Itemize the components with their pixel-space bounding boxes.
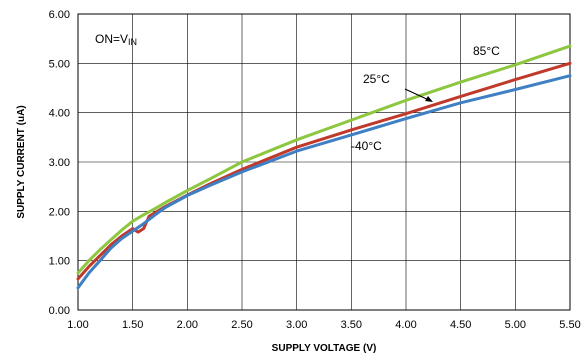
x-tick-label: 1.50 bbox=[122, 319, 143, 331]
y-tick-label: 1.00 bbox=[49, 256, 70, 268]
series-line-0 bbox=[76, 44, 572, 275]
y-tick-label: 3.00 bbox=[49, 157, 70, 169]
x-tick-label: 1.00 bbox=[67, 319, 88, 331]
x-tick-label: 3.50 bbox=[341, 319, 362, 331]
condition-label: ON=VIN bbox=[95, 32, 137, 47]
x-tick-label: 4.50 bbox=[450, 319, 471, 331]
condition-subscript: IN bbox=[128, 37, 137, 47]
x-axis-label: SUPPLY VOLTAGE (V) bbox=[272, 343, 377, 354]
y-tick-label: 4.00 bbox=[49, 108, 70, 120]
legend-label-neg40c: -40°C bbox=[351, 139, 382, 153]
x-tick-label: 5.50 bbox=[559, 319, 580, 331]
x-tick-label: 5.00 bbox=[505, 319, 526, 331]
y-tick-label: 6.00 bbox=[49, 9, 70, 21]
series-line-2 bbox=[76, 74, 572, 290]
ticks: 1.00 1.50 2.00 2.50 3.00 3.50 4.00 4.50 5.00 5.50… bbox=[49, 9, 581, 331]
y-tick-label: 0.00 bbox=[49, 305, 70, 317]
y-tick-label: 2.00 bbox=[49, 206, 70, 218]
x-tick-label: 2.00 bbox=[177, 319, 198, 331]
x-tick-label: 4.00 bbox=[395, 319, 416, 331]
legend-label-85c: 85°C bbox=[473, 44, 500, 58]
series-group bbox=[76, 44, 572, 290]
y-tick-label: 5.00 bbox=[49, 58, 70, 70]
legend-label-25c: 25°C bbox=[363, 72, 390, 86]
y-axis-label: SUPPLY CURRENT (uA) bbox=[16, 105, 27, 218]
annotation-arrowhead bbox=[425, 96, 433, 102]
x-tick-label: 2.50 bbox=[231, 319, 252, 331]
x-tick-label: 3.00 bbox=[286, 319, 307, 331]
